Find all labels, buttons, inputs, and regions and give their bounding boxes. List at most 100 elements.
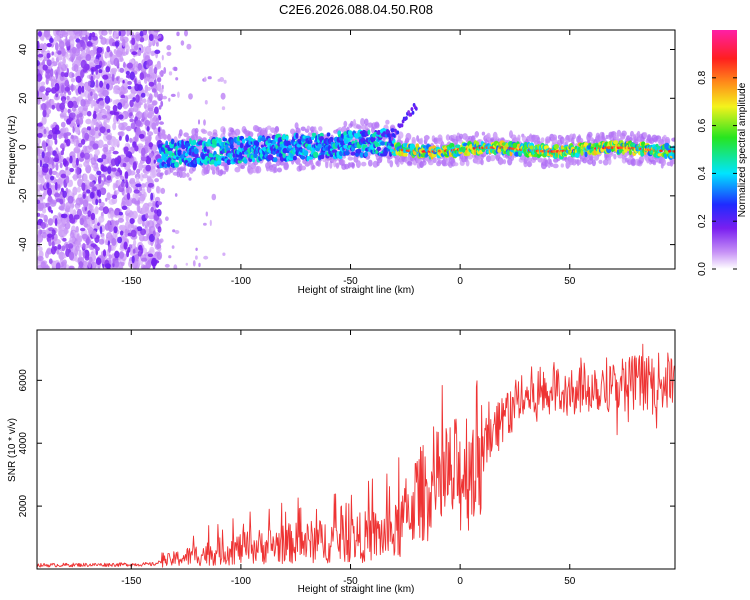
noise-speckle xyxy=(75,118,80,125)
noise-speckle xyxy=(135,120,142,127)
noise-speckle xyxy=(188,93,193,100)
noise-speckle xyxy=(62,158,67,166)
noise-speckle xyxy=(221,106,226,111)
noise-speckle xyxy=(102,74,109,80)
noise-speckle xyxy=(102,249,107,257)
noise-speckle xyxy=(51,51,54,56)
noise-speckle xyxy=(89,62,94,67)
noise-speckle xyxy=(68,35,74,41)
band-halo xyxy=(472,135,476,142)
noise-speckle xyxy=(98,215,105,223)
noise-speckle xyxy=(123,61,126,68)
band-cell xyxy=(580,150,584,156)
band-halo xyxy=(347,156,354,161)
y-tick-label: -40 xyxy=(18,237,29,252)
colorbar-tick-label: 0.4 xyxy=(697,166,708,180)
noise-speckle xyxy=(49,37,54,44)
band-halo xyxy=(643,132,648,138)
band-peak xyxy=(668,149,672,153)
band-feature xyxy=(409,112,413,117)
noise-speckle xyxy=(79,235,83,243)
noise-speckle xyxy=(67,195,74,204)
noise-speckle xyxy=(158,126,161,133)
noise-speckle xyxy=(97,175,102,184)
band-cell xyxy=(350,151,356,156)
noise-speckle xyxy=(40,261,46,269)
band-cell xyxy=(237,159,242,164)
noise-speckle xyxy=(116,113,119,122)
noise-speckle xyxy=(122,162,127,168)
noise-speckle xyxy=(126,207,130,214)
band-feature xyxy=(400,123,404,128)
noise-speckle xyxy=(99,100,105,106)
noise-speckle xyxy=(100,37,107,45)
noise-speckle xyxy=(54,182,58,191)
noise-speckle xyxy=(37,199,41,204)
band-cell xyxy=(252,157,255,163)
noise-speckle xyxy=(92,143,99,150)
noise-speckle xyxy=(119,67,125,73)
noise-speckle xyxy=(63,72,69,78)
noise-speckle xyxy=(120,180,125,188)
noise-speckle xyxy=(41,151,45,159)
noise-speckle xyxy=(159,238,164,243)
noise-speckles xyxy=(37,30,228,269)
noise-speckle xyxy=(83,152,90,160)
colorbar-label: Normalized spectral amplitude xyxy=(737,82,748,217)
noise-speckle xyxy=(204,76,207,82)
band-halo xyxy=(572,133,576,140)
band-halo xyxy=(405,132,412,141)
band-halo xyxy=(224,163,229,171)
noise-speckle xyxy=(91,230,97,239)
noise-speckle xyxy=(72,186,78,196)
band-cell xyxy=(239,151,243,158)
noise-speckle xyxy=(173,66,178,72)
noise-speckle xyxy=(135,94,140,103)
noise-speckle xyxy=(125,179,128,188)
band-halo xyxy=(664,136,671,145)
band-cell xyxy=(222,137,228,142)
band-halo xyxy=(297,128,301,134)
noise-speckle xyxy=(153,66,158,74)
noise-speckle xyxy=(37,147,41,157)
noise-speckle xyxy=(75,126,80,135)
noise-speckle xyxy=(127,80,132,85)
noise-speckle xyxy=(39,43,45,52)
noise-speckle xyxy=(48,258,53,265)
noise-speckle xyxy=(170,93,176,97)
noise-speckle xyxy=(134,61,139,67)
colorbar-tick-label: 0.6 xyxy=(697,118,708,132)
noise-speckle xyxy=(54,193,61,198)
noise-speckle xyxy=(90,129,95,137)
noise-speckle xyxy=(89,256,93,263)
noise-speckle xyxy=(104,50,111,59)
noise-speckle xyxy=(148,152,154,158)
band-cell xyxy=(403,152,408,157)
noise-speckle xyxy=(66,53,69,60)
noise-speckle xyxy=(119,230,124,236)
noise-speckle xyxy=(41,232,47,239)
noise-speckle xyxy=(140,156,147,162)
noise-speckle xyxy=(139,30,144,37)
band-feature xyxy=(390,136,394,141)
noise-speckle xyxy=(85,34,88,44)
band-halo xyxy=(350,120,354,127)
band-cell xyxy=(370,136,376,143)
band-halo xyxy=(273,166,278,173)
noise-speckle xyxy=(150,192,154,201)
noise-speckle xyxy=(51,241,55,248)
noise-speckle xyxy=(184,30,188,37)
band-cell xyxy=(260,144,264,148)
noise-speckle xyxy=(94,126,99,131)
noise-speckle xyxy=(67,243,74,249)
noise-speckle xyxy=(130,122,136,130)
noise-speckle xyxy=(124,171,129,180)
noise-speckle xyxy=(57,61,64,68)
noise-speckle xyxy=(168,71,173,76)
noise-speckle xyxy=(84,83,90,91)
noise-speckle xyxy=(101,154,107,160)
band-halo xyxy=(550,162,554,167)
noise-speckle xyxy=(145,164,151,172)
noise-speckle xyxy=(135,33,141,42)
noise-speckle xyxy=(105,66,111,73)
